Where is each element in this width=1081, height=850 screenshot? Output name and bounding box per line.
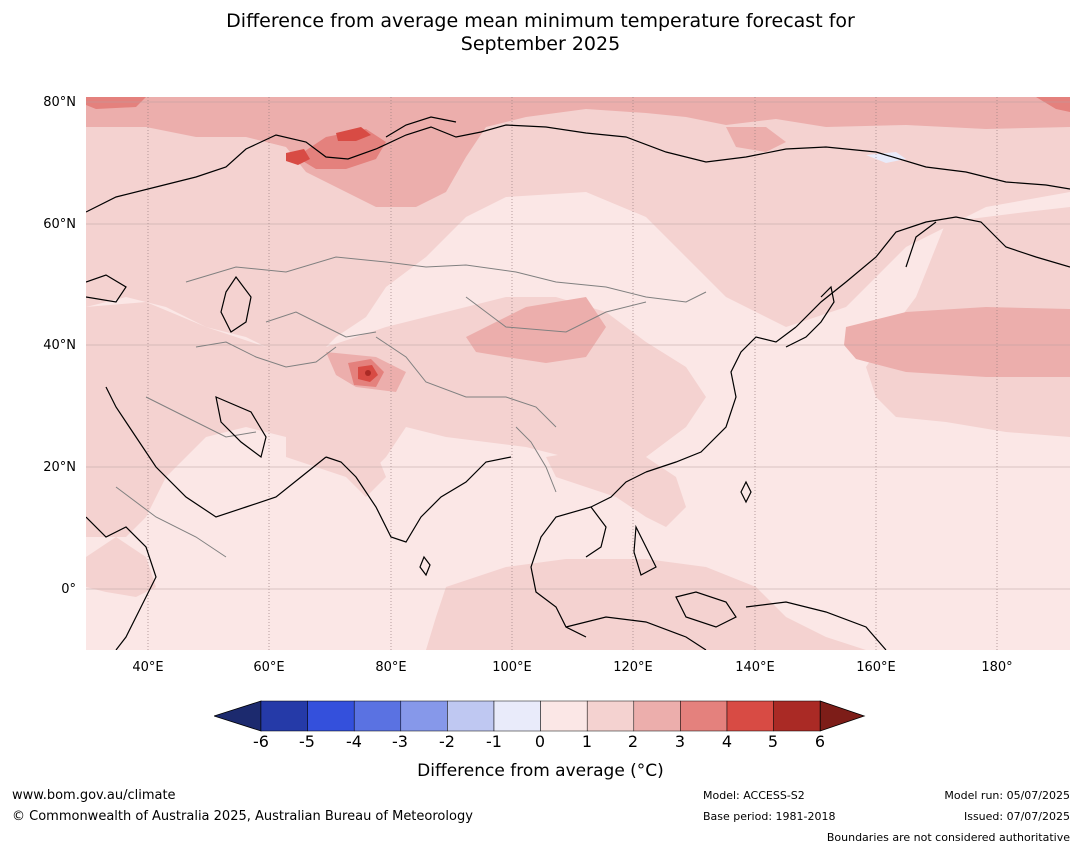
colorbar-tick-label: -1 bbox=[486, 732, 502, 751]
colorbar-tick-label: -6 bbox=[253, 732, 269, 751]
chart-title-line1: Difference from average mean minimum tem… bbox=[226, 10, 855, 32]
anomaly-peak-marker bbox=[365, 370, 371, 376]
colorbar-segment bbox=[400, 700, 448, 732]
lat-label-40n: 40°N bbox=[43, 338, 76, 353]
lat-label-80n: 80°N bbox=[43, 95, 76, 110]
colorbar-tick-label: 0 bbox=[534, 732, 546, 751]
lon-label-140e: 140°E bbox=[735, 660, 775, 675]
copyright-text: © Commonwealth of Australia 2025, Austra… bbox=[12, 809, 473, 824]
colorbar-segment bbox=[633, 700, 681, 732]
coastlines bbox=[86, 116, 1070, 650]
colorbar-tick-label: 2 bbox=[627, 732, 639, 751]
colorbar-segment bbox=[726, 700, 774, 732]
colorbar-tick-label: 4 bbox=[721, 732, 733, 751]
colorbar-segment bbox=[540, 700, 588, 732]
colorbar-segment bbox=[493, 700, 541, 732]
lon-label-180: 180° bbox=[981, 660, 1013, 675]
colorbar-segment bbox=[773, 700, 821, 732]
colorbar-tick-label: -4 bbox=[346, 732, 362, 751]
model-run-text: Model run: 05/07/2025 bbox=[944, 789, 1070, 802]
lon-label-160e: 160°E bbox=[856, 660, 896, 675]
anomaly-fill-4-5 bbox=[286, 127, 378, 382]
colorbar-title: Difference from average (°C) bbox=[417, 761, 664, 781]
anomaly-fill-3-4 bbox=[86, 97, 1070, 387]
website-link[interactable]: www.bom.gov.au/climate bbox=[12, 788, 176, 803]
colorbar-arrow-high bbox=[819, 700, 866, 732]
chart-title-line2: September 2025 bbox=[460, 33, 621, 55]
colorbar-tick-label: -5 bbox=[299, 732, 315, 751]
lon-label-80e: 80°E bbox=[375, 660, 407, 675]
colorbar-segment bbox=[353, 700, 402, 732]
forecast-map bbox=[86, 97, 1070, 650]
issued-text: Issued: 07/07/2025 bbox=[963, 810, 1070, 823]
country-borders bbox=[115, 256, 707, 558]
colorbar-tick-label: 1 bbox=[581, 732, 593, 751]
colorbar-tick-label: 6 bbox=[814, 732, 826, 751]
lon-label-60e: 60°E bbox=[253, 660, 285, 675]
lat-label-0: 0° bbox=[61, 582, 76, 597]
colorbar-segment bbox=[447, 700, 495, 732]
colorbar-tick-label: 5 bbox=[767, 732, 779, 751]
parallel-gridlines bbox=[86, 101, 1070, 590]
colorbar bbox=[214, 700, 866, 732]
lat-label-60n: 60°N bbox=[43, 217, 76, 232]
colorbar-tick-label: -2 bbox=[439, 732, 455, 751]
disclaimer-text: Boundaries are not considered authoritat… bbox=[826, 831, 1070, 844]
colorbar-segment bbox=[260, 700, 308, 732]
colorbar-segment bbox=[680, 700, 728, 732]
lon-label-40e: 40°E bbox=[132, 660, 164, 675]
meridian-gridlines bbox=[147, 97, 998, 650]
colorbar-arrow-low bbox=[214, 700, 262, 732]
lon-label-120e: 120°E bbox=[613, 660, 653, 675]
colorbar-segment bbox=[586, 700, 635, 732]
base-period-text: Base period: 1981-2018 bbox=[703, 810, 836, 823]
lon-label-100e: 100°E bbox=[492, 660, 532, 675]
model-text: Model: ACCESS-S2 bbox=[703, 789, 805, 802]
lat-label-20n: 20°N bbox=[43, 460, 76, 475]
colorbar-segment bbox=[307, 700, 355, 732]
colorbar-segments bbox=[214, 700, 866, 732]
colorbar-tick-label: -3 bbox=[392, 732, 408, 751]
colorbar-tick-label: 3 bbox=[674, 732, 686, 751]
